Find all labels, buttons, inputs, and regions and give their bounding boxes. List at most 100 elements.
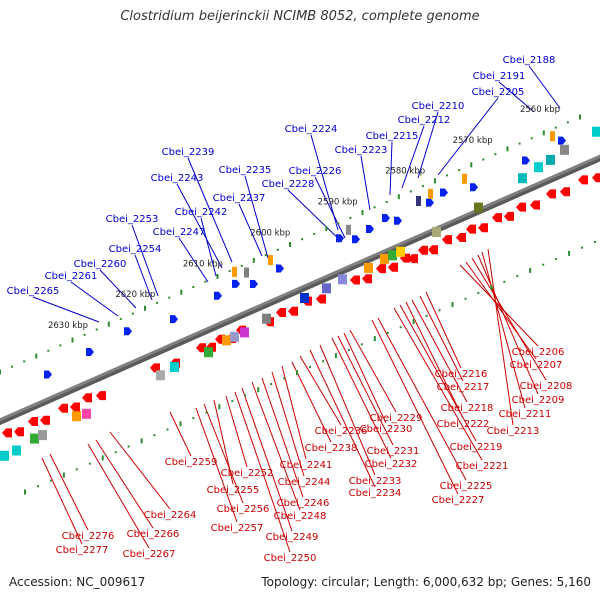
gene-label-lower[interactable]: Cbei_2219	[450, 442, 503, 453]
gene-label-upper[interactable]: Cbei_2243	[151, 173, 204, 184]
outer-ruler-tick	[301, 238, 304, 241]
gene-label-lower[interactable]: Cbei_2246	[277, 498, 330, 509]
gene-label-lower[interactable]: Cbei_2232	[365, 459, 418, 470]
gene-label-lower[interactable]: Cbei_2234	[349, 488, 402, 499]
gene-label-lower[interactable]: Cbei_2227	[432, 495, 485, 506]
gene-label-lower[interactable]: Cbei_2244	[278, 477, 331, 488]
gene-label-lower[interactable]: Cbei_2277	[56, 545, 109, 556]
gene-label-lower[interactable]: Cbei_2264	[144, 510, 197, 521]
outer-ruler-tick	[204, 280, 207, 283]
reverse-gene-arrow	[44, 370, 52, 379]
gene-label-upper[interactable]: Cbei_2261	[45, 271, 98, 282]
gene-label-upper[interactable]: Cbei_2228	[262, 179, 315, 190]
gene-label-lower[interactable]: Cbei_2207	[510, 360, 563, 371]
forward-gene-arrow	[28, 417, 38, 426]
forward-gene-arrow	[40, 415, 50, 425]
gene-label-lower[interactable]: Cbei_2229	[370, 413, 423, 424]
gene-label-leader	[465, 261, 537, 360]
gene-label-lower[interactable]: Cbei_2211	[499, 409, 552, 420]
forward-gene-arrow	[530, 200, 540, 210]
gene-label-upper[interactable]: Cbei_2223	[335, 145, 388, 156]
forward-gene-arrow	[546, 189, 556, 199]
gene-label-lower[interactable]: Cbei_2248	[274, 511, 327, 522]
gene-label-lower[interactable]: Cbei_2230	[360, 424, 413, 435]
genome-backbone-shadow	[0, 154, 600, 426]
gene-label-leader	[134, 254, 153, 301]
outer-ruler-tick	[482, 158, 485, 161]
gene-label-lower[interactable]: Cbei_2241	[280, 460, 333, 471]
inner-ruler-tick	[399, 326, 402, 329]
forward-gene-arrow	[466, 224, 476, 234]
gene-label-upper[interactable]: Cbei_2215	[366, 131, 419, 142]
gene-label-lower[interactable]: Cbei_2221	[456, 461, 509, 472]
gene-label-lower[interactable]: Cbei_2257	[211, 523, 264, 534]
gene-feature-block	[230, 331, 239, 342]
outer-ruler-tick	[409, 190, 412, 193]
gene-label-upper[interactable]: Cbei_2212	[398, 115, 451, 126]
gene-label-lower[interactable]: Cbei_2256	[217, 504, 270, 515]
gene-label-lower[interactable]: Cbei_2233	[349, 476, 402, 487]
gene-label-lower[interactable]: Cbei_2231	[367, 446, 420, 457]
gene-label-lower[interactable]: Cbei_2250	[264, 553, 317, 564]
gene-label-upper[interactable]: Cbei_2260	[74, 259, 127, 270]
forward-gene-arrow	[516, 202, 526, 212]
gene-label-lower[interactable]: Cbei_2236	[315, 426, 368, 437]
gene-label-lower[interactable]: Cbei_2222	[437, 419, 490, 430]
inner-ruler-tick	[503, 280, 506, 283]
gene-feature-block	[232, 266, 237, 277]
gene-label-upper[interactable]: Cbei_2210	[412, 101, 465, 112]
gene-label-upper[interactable]: Cbei_2239	[162, 147, 215, 158]
gene-label-lower[interactable]: Cbei_2259	[165, 457, 218, 468]
kbp-label: 2590 kbp	[318, 198, 358, 208]
gene-label-upper[interactable]: Cbei_2265	[7, 286, 60, 297]
gene-label-upper[interactable]: Cbei_2224	[285, 124, 338, 135]
gene-label-leader	[498, 81, 535, 113]
gene-label-upper[interactable]: Cbei_2254	[109, 244, 162, 255]
gene-label-lower[interactable]: Cbei_2225	[440, 481, 493, 492]
gene-label-upper[interactable]: Cbei_2191	[473, 71, 526, 82]
gene-label-lower[interactable]: Cbei_2255	[207, 485, 260, 496]
inner-ruler-tick	[360, 343, 363, 346]
gene-label-lower[interactable]: Cbei_2249	[266, 532, 319, 543]
gene-label-upper[interactable]: Cbei_2235	[219, 165, 272, 176]
gene-label-lower[interactable]: Cbei_2213	[487, 426, 540, 437]
inner-ruler-tick	[347, 349, 350, 351]
figure-title: Clostridium beijerinckii NCIMB 8052, com…	[120, 9, 480, 24]
outer-ruler-tick	[397, 194, 400, 200]
forward-gene-arrow	[376, 264, 386, 274]
gene-label-lower[interactable]: Cbei_2218	[441, 403, 494, 414]
gene-label-lower[interactable]: Cbei_2276	[62, 531, 115, 542]
forward-gene-arrow	[2, 428, 12, 438]
gene-label-lower[interactable]: Cbei_2216	[435, 369, 488, 380]
gene-label-upper[interactable]: Cbei_2226	[289, 166, 342, 177]
outer-ruler-tick	[434, 178, 436, 184]
gene-label-upper[interactable]: Cbei_2242	[175, 207, 228, 218]
gene-label-lower[interactable]: Cbei_2266	[127, 529, 180, 540]
inner-ruler-tick	[412, 319, 415, 324]
gene-label-leader	[244, 175, 269, 259]
inner-ruler-tick	[555, 258, 558, 260]
gene-label-upper[interactable]: Cbei_2188	[503, 55, 556, 66]
gene-label-upper[interactable]: Cbei_2237	[213, 193, 266, 204]
gene-label-lower[interactable]: Cbei_2267	[123, 549, 176, 560]
outer-ruler-tick	[289, 242, 291, 247]
gene-label-lower[interactable]: Cbei_2206	[512, 347, 565, 358]
gene-label-lower[interactable]: Cbei_2238	[305, 443, 358, 454]
inner-ruler-tick	[88, 462, 91, 465]
inner-ruler-tick	[101, 455, 104, 461]
forward-gene-arrow	[388, 262, 398, 272]
reverse-gene-arrow	[214, 291, 222, 300]
gene-label-leader	[299, 355, 342, 426]
gene-label-lower[interactable]: Cbei_2208	[520, 381, 573, 392]
gene-label-lower[interactable]: Cbei_2217	[437, 382, 490, 393]
gene-label-lower[interactable]: Cbei_2209	[512, 395, 565, 406]
gene-label-upper[interactable]: Cbei_2247	[153, 227, 206, 238]
gene-label-lower[interactable]: Cbei_2252	[221, 468, 274, 479]
gene-label-upper[interactable]: Cbei_2253	[106, 214, 159, 225]
gene-label-upper[interactable]: Cbei_2205	[472, 87, 525, 98]
gene-label-leader	[419, 295, 464, 382]
forward-gene-arrow	[362, 274, 372, 284]
gene-feature-block	[462, 173, 467, 184]
